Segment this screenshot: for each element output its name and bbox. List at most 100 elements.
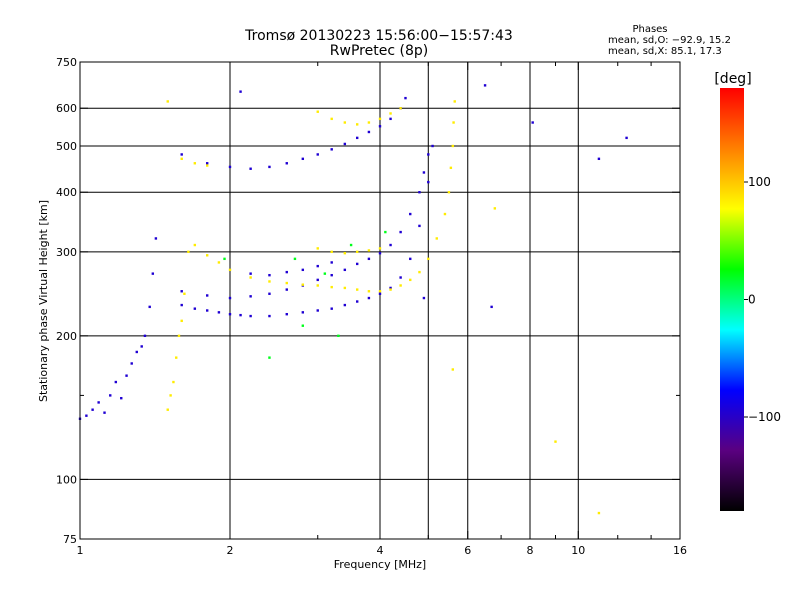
x-tick-label: 4 bbox=[377, 544, 384, 557]
data-point bbox=[316, 153, 319, 156]
data-point bbox=[389, 286, 392, 290]
data-point bbox=[301, 324, 305, 327]
data-point bbox=[378, 117, 382, 121]
data-point bbox=[449, 166, 453, 170]
x-axis-label: Frequency [MHz] bbox=[334, 558, 426, 571]
data-point bbox=[97, 401, 100, 404]
data-point bbox=[301, 157, 305, 161]
data-point bbox=[427, 257, 430, 261]
data-point bbox=[180, 290, 183, 293]
data-point bbox=[193, 162, 197, 165]
data-point bbox=[249, 314, 252, 318]
legend-line-x: mean, sd,X: 85.1, 17.3 bbox=[608, 46, 722, 57]
data-point bbox=[166, 408, 169, 411]
data-point bbox=[239, 90, 242, 93]
data-point bbox=[249, 295, 252, 298]
data-point bbox=[135, 350, 138, 354]
data-point bbox=[490, 305, 493, 309]
data-point bbox=[378, 247, 382, 250]
data-point bbox=[343, 286, 347, 290]
data-point bbox=[239, 313, 242, 317]
colorbar-tick-label: −100 bbox=[748, 410, 781, 424]
data-point bbox=[343, 121, 347, 124]
data-point bbox=[180, 153, 183, 156]
data-point bbox=[301, 283, 305, 286]
data-point bbox=[409, 257, 412, 261]
data-point bbox=[343, 252, 347, 255]
data-point bbox=[389, 243, 392, 247]
data-point bbox=[355, 136, 359, 140]
data-point bbox=[223, 257, 226, 261]
data-point bbox=[193, 243, 197, 247]
data-point bbox=[143, 334, 147, 338]
legend-title: Phases bbox=[632, 24, 667, 35]
x-tick-label: 16 bbox=[673, 544, 687, 557]
data-point bbox=[285, 270, 288, 274]
data-point bbox=[378, 125, 382, 128]
y-tick-label: 400 bbox=[56, 186, 77, 199]
data-point bbox=[427, 180, 430, 184]
data-point bbox=[330, 261, 333, 264]
data-point bbox=[323, 272, 327, 275]
data-point bbox=[293, 257, 297, 261]
data-point bbox=[130, 362, 133, 365]
data-point bbox=[422, 171, 426, 174]
chart-subtitle: RwPretec (8p) bbox=[330, 43, 428, 59]
data-point bbox=[183, 292, 186, 295]
data-point bbox=[378, 252, 382, 255]
data-point bbox=[301, 268, 305, 272]
y-tick-label: 300 bbox=[56, 246, 77, 259]
data-point bbox=[205, 164, 209, 167]
data-point bbox=[91, 408, 94, 411]
data-point bbox=[431, 144, 434, 148]
data-point bbox=[285, 288, 288, 291]
data-point bbox=[389, 117, 392, 121]
data-point bbox=[389, 288, 392, 291]
data-point bbox=[597, 157, 601, 161]
y-tick-label: 500 bbox=[56, 140, 77, 153]
data-point bbox=[367, 130, 371, 134]
grid-lines bbox=[80, 62, 680, 539]
data-point bbox=[625, 136, 628, 140]
y-tick-label: 750 bbox=[56, 56, 77, 69]
colorbar-ticks: −100 0 100 bbox=[744, 175, 781, 424]
data-point bbox=[268, 356, 271, 359]
data-point bbox=[418, 270, 421, 274]
data-point bbox=[330, 117, 333, 121]
data-point bbox=[249, 276, 252, 279]
data-point bbox=[114, 380, 118, 384]
data-point bbox=[205, 162, 209, 165]
data-point bbox=[399, 284, 402, 287]
data-point bbox=[148, 305, 151, 309]
data-point bbox=[187, 250, 190, 254]
data-point bbox=[228, 312, 232, 316]
data-point bbox=[177, 334, 181, 338]
data-point bbox=[140, 345, 143, 348]
data-point bbox=[443, 212, 447, 216]
data-point bbox=[355, 288, 359, 291]
data-point bbox=[399, 276, 402, 279]
data-point bbox=[205, 254, 209, 257]
data-point bbox=[172, 380, 175, 384]
data-point bbox=[330, 250, 333, 254]
data-point bbox=[343, 268, 347, 272]
data-point bbox=[285, 281, 288, 285]
legend-line-o: mean, sd,O: −92.9, 15.2 bbox=[608, 35, 731, 46]
axis-ticks: 1 2 4 6 8 10 16 75 100 200 300 400 500 600 750 bbox=[56, 56, 687, 557]
data-point bbox=[268, 314, 271, 318]
data-point bbox=[427, 153, 430, 156]
data-point bbox=[337, 334, 340, 338]
data-point bbox=[399, 230, 402, 234]
colorbar bbox=[720, 88, 744, 511]
chart-title: Tromsø 20130223 15:56:00−15:57:43 bbox=[244, 28, 513, 44]
data-point bbox=[378, 292, 382, 295]
data-point bbox=[367, 121, 371, 124]
data-point bbox=[193, 307, 197, 310]
data-point bbox=[125, 374, 128, 377]
data-point bbox=[169, 394, 172, 397]
data-point bbox=[367, 257, 371, 261]
data-point bbox=[316, 247, 319, 250]
y-tick-label: 600 bbox=[56, 102, 77, 115]
data-point bbox=[384, 230, 387, 234]
